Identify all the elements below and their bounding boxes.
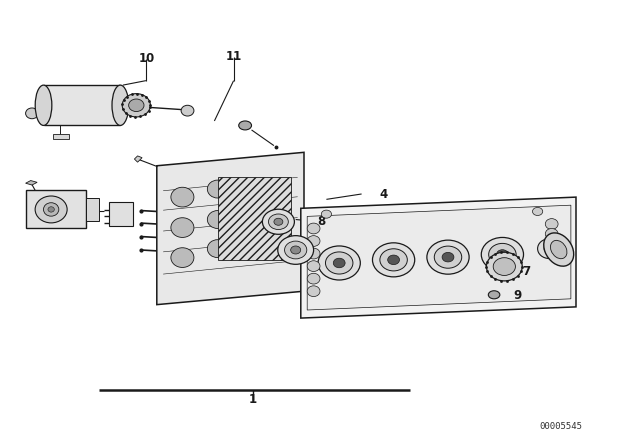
Bar	[26, 190, 86, 228]
Text: 8: 8	[317, 215, 325, 228]
Text: 11: 11	[225, 49, 242, 63]
Text: 7: 7	[523, 264, 531, 278]
Ellipse shape	[207, 180, 228, 198]
Bar	[86, 198, 99, 221]
Ellipse shape	[207, 211, 228, 228]
Ellipse shape	[285, 241, 307, 259]
Ellipse shape	[35, 85, 52, 125]
Ellipse shape	[388, 255, 399, 265]
Ellipse shape	[545, 228, 558, 239]
Bar	[53, 134, 69, 139]
Text: 6: 6	[559, 244, 567, 258]
Ellipse shape	[538, 239, 561, 258]
Ellipse shape	[489, 243, 516, 266]
Ellipse shape	[333, 258, 345, 268]
Text: 4: 4	[380, 188, 388, 202]
Ellipse shape	[486, 252, 522, 281]
Ellipse shape	[532, 207, 543, 215]
Ellipse shape	[269, 214, 288, 229]
Text: 10: 10	[139, 52, 156, 65]
Ellipse shape	[291, 246, 301, 254]
Ellipse shape	[239, 121, 252, 130]
Polygon shape	[157, 152, 304, 305]
Ellipse shape	[307, 273, 320, 284]
Ellipse shape	[481, 237, 524, 271]
Ellipse shape	[545, 219, 558, 229]
Ellipse shape	[493, 258, 515, 276]
Ellipse shape	[171, 218, 194, 237]
Text: 3: 3	[121, 207, 129, 221]
Text: 2: 2	[300, 247, 307, 261]
Ellipse shape	[435, 246, 461, 268]
Bar	[44, 85, 120, 125]
Ellipse shape	[171, 187, 194, 207]
Ellipse shape	[307, 286, 320, 297]
Ellipse shape	[48, 207, 54, 212]
Text: 9: 9	[513, 289, 521, 302]
Ellipse shape	[307, 248, 320, 259]
Ellipse shape	[321, 210, 332, 218]
Ellipse shape	[307, 236, 320, 246]
Text: 1: 1	[249, 393, 257, 406]
Text: 5: 5	[108, 205, 116, 219]
Ellipse shape	[112, 85, 129, 125]
Ellipse shape	[122, 94, 150, 117]
Ellipse shape	[380, 249, 407, 271]
Ellipse shape	[326, 252, 353, 274]
Ellipse shape	[262, 209, 294, 234]
Bar	[218, 177, 291, 260]
Ellipse shape	[544, 233, 573, 266]
Ellipse shape	[550, 241, 567, 258]
Polygon shape	[307, 205, 571, 310]
Ellipse shape	[278, 236, 314, 264]
Text: 00005545: 00005545	[540, 422, 582, 431]
Ellipse shape	[307, 223, 320, 234]
Ellipse shape	[26, 108, 38, 119]
Ellipse shape	[171, 248, 194, 267]
Ellipse shape	[544, 244, 554, 253]
Ellipse shape	[497, 250, 508, 259]
Ellipse shape	[427, 240, 469, 274]
Ellipse shape	[488, 291, 500, 299]
Ellipse shape	[372, 243, 415, 277]
Polygon shape	[134, 156, 142, 162]
Ellipse shape	[274, 218, 283, 225]
Ellipse shape	[318, 246, 360, 280]
Ellipse shape	[181, 105, 194, 116]
Ellipse shape	[129, 99, 144, 112]
Ellipse shape	[44, 202, 59, 216]
Ellipse shape	[442, 252, 454, 262]
Ellipse shape	[35, 196, 67, 223]
Ellipse shape	[307, 261, 320, 271]
Polygon shape	[301, 197, 576, 318]
Bar	[109, 202, 133, 226]
Ellipse shape	[207, 240, 228, 258]
Polygon shape	[26, 181, 37, 185]
